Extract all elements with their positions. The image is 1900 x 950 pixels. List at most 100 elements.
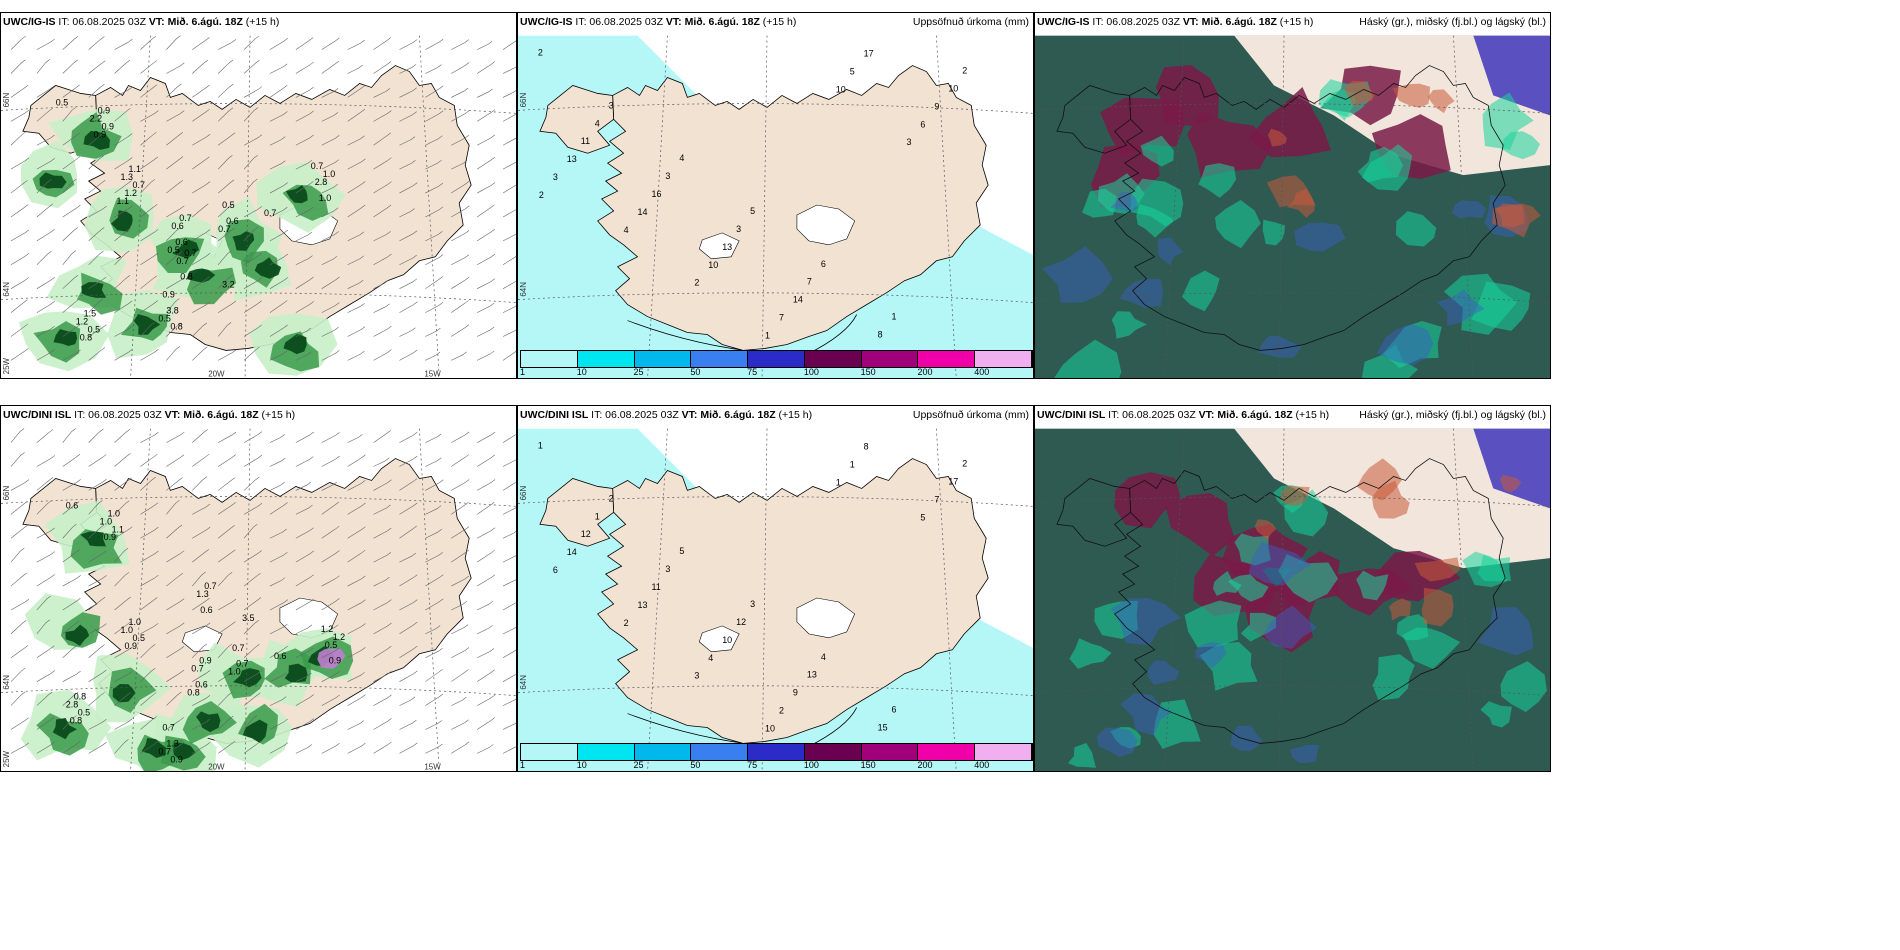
wind-barb: [62, 324, 81, 337]
wind-barb: [114, 133, 133, 146]
wind-barb: [217, 669, 236, 682]
wind-barb: [10, 572, 28, 587]
colorbar-tick-label: 150: [860, 367, 876, 377]
wind-barb: [321, 135, 340, 146]
valid-time: Mið. 6.ágú. 18Z: [1201, 16, 1277, 28]
precip-value-label: 0.8: [187, 688, 199, 698]
precip-value-label: 0.5: [78, 708, 90, 718]
wind-barb: [321, 481, 337, 491]
wind-barb: [10, 667, 26, 682]
wind-barb: [347, 742, 366, 754]
wind-barb: [502, 113, 516, 122]
precip-value-label: 4: [679, 153, 684, 163]
precip-value-label: 1.3: [196, 589, 208, 599]
precip-value-label: 5: [750, 206, 755, 216]
wind-barb: [140, 179, 156, 194]
wind-barb: [88, 623, 107, 635]
wind-barb: [217, 59, 234, 74]
wind-barb: [269, 277, 289, 289]
precip-value-label: 11: [581, 136, 590, 146]
model-name: UWC/DINI ISL: [520, 409, 589, 421]
wind-barb: [166, 346, 181, 361]
wind-barb: [243, 619, 259, 635]
precip-value-label: 8: [864, 442, 869, 452]
cloud-high: [1114, 472, 1182, 529]
precip-value-label: 0.8: [170, 322, 182, 332]
wind-barb: [451, 39, 469, 50]
lead-time: (+15 h): [245, 16, 280, 28]
wind-barb: [192, 203, 209, 218]
init-time: IT: 06.08.2025 03Z: [1092, 16, 1180, 28]
wind-barb: [243, 476, 260, 491]
wind-barb: [140, 476, 156, 491]
valid-time-label: VT:: [681, 409, 698, 421]
colorbar-swatch: [577, 351, 635, 367]
wind-barb: [347, 158, 366, 170]
wind-barb: [347, 231, 365, 242]
wind-barb: [88, 692, 105, 706]
wind-barb: [451, 300, 469, 313]
wind-barb: [10, 131, 27, 146]
wind-barb: [451, 741, 470, 754]
precip-value-label: 15: [878, 722, 888, 732]
precip-value-label: 0.9: [98, 105, 110, 115]
wind-barb: [217, 454, 236, 467]
wind-barb: [399, 645, 418, 659]
wind-barb: [502, 137, 516, 146]
wind-barb: [114, 205, 133, 218]
wind-barb: [192, 526, 211, 539]
wind-barb: [347, 204, 366, 218]
wind-barb: [192, 322, 208, 337]
wind-barb: [347, 694, 366, 706]
wind-barb: [295, 110, 314, 122]
wind-barb: [425, 457, 442, 467]
wind-barb: [192, 597, 210, 611]
cloud-low: [1257, 335, 1302, 358]
precip-value-label: 0.7: [236, 659, 248, 669]
wind-barb: [425, 647, 443, 659]
wind-barb: [269, 551, 288, 563]
wind-barb: [451, 501, 469, 515]
wind-barb: [295, 456, 314, 467]
precip-area-heavy: [80, 531, 106, 547]
wind-barb: [295, 255, 313, 266]
wind-barb: [88, 575, 107, 587]
wind-barb: [114, 646, 133, 659]
precip-area-heavy: [52, 718, 78, 740]
wind-barb: [166, 322, 182, 337]
wind-barb: [321, 550, 340, 563]
wind-barb: [88, 347, 106, 361]
wind-barb: [217, 322, 232, 337]
colorbar-swatch: [691, 744, 749, 760]
wind-barb: [502, 209, 516, 218]
graticule: [518, 428, 1033, 771]
panel-header: UWC/IG-IS IT: 06.08.2025 03Z VT: Mið. 6.…: [1037, 16, 1313, 28]
wind-barb: [36, 527, 55, 539]
precip-value-label: 0.5: [88, 325, 100, 335]
map-canvas: 2345612433781011161314179131410756342110…: [518, 35, 1033, 378]
wind-barb: [166, 691, 182, 706]
wind-barb: [347, 135, 365, 146]
wind-barb: [399, 111, 417, 122]
wind-barb: [36, 107, 53, 122]
wind-barb: [425, 206, 444, 218]
precip-value-label: 3.5: [242, 613, 254, 623]
precip-area-heavy: [39, 172, 67, 189]
wind-barb: [217, 132, 236, 146]
wind-barb: [502, 531, 516, 539]
wind-barb: [192, 571, 206, 587]
wind-barb: [36, 179, 52, 194]
wind-barb: [321, 207, 339, 218]
wind-barb: [502, 434, 516, 443]
wind-barb: [140, 574, 159, 587]
panel-title: Uppsöfnuð úrkoma (mm): [912, 409, 1029, 421]
wind-barb: [451, 431, 470, 443]
wind-barb: [166, 598, 185, 611]
wind-barb: [10, 501, 28, 515]
wind-barb: [321, 525, 340, 539]
map-canvas: 0.60.50.9 0.71.20.90.50.71.11.00.60.70.91…: [1, 428, 516, 771]
wind-barb: [373, 325, 392, 337]
wind-barb: [269, 502, 288, 515]
wind-barb: [140, 322, 155, 337]
cloud-high-orange: [1388, 598, 1412, 621]
